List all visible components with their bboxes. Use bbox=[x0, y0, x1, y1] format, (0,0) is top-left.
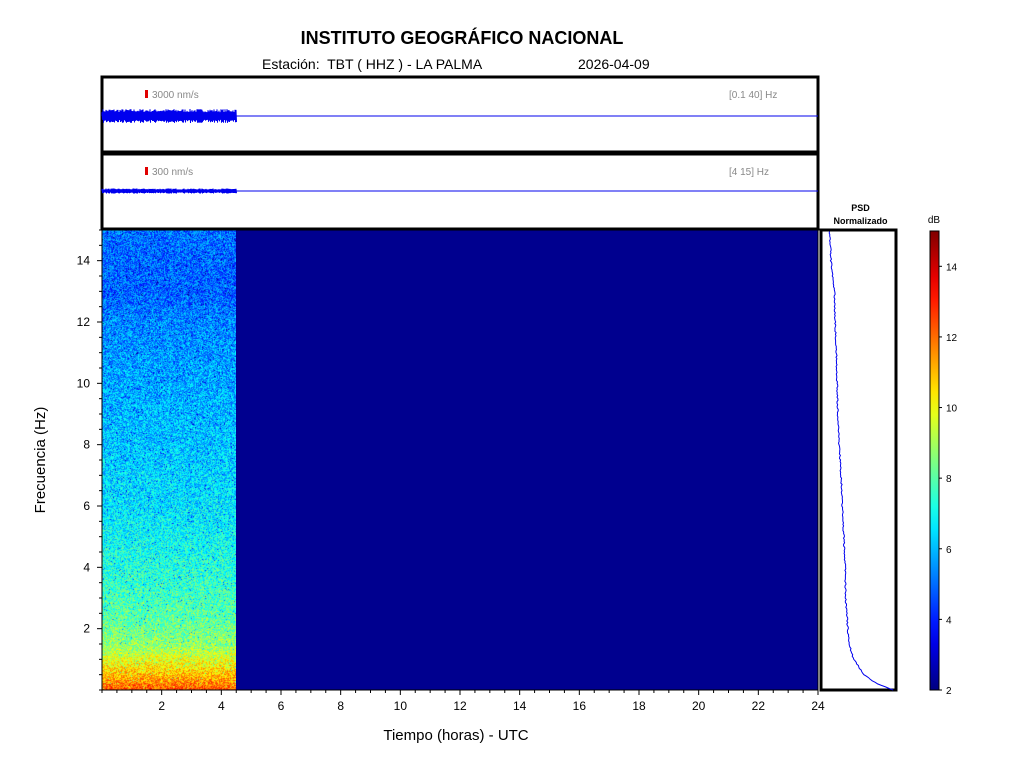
figure-title: INSTITUTO GEOGRÁFICO NACIONAL bbox=[300, 28, 624, 48]
colorbar-tick-label: 10 bbox=[946, 404, 958, 415]
seismogram-panel-1: 3000 nm/s [0.1 40] Hz bbox=[100, 75, 820, 154]
psd-title-line1: PSD bbox=[851, 203, 870, 213]
x-tick-label: 20 bbox=[692, 699, 706, 713]
colorbar-tick-label: 12 bbox=[946, 333, 958, 344]
x-tick-label: 16 bbox=[573, 699, 587, 713]
y-tick-label: 6 bbox=[83, 499, 90, 513]
colorbar-tick-label: 6 bbox=[946, 545, 952, 556]
seis2-filter-label: [4 15] Hz bbox=[729, 167, 769, 178]
colorbar-bar bbox=[929, 230, 940, 691]
y-tick-label: 2 bbox=[83, 622, 90, 636]
y-tick-label: 4 bbox=[83, 560, 90, 574]
seis1-trace-signal bbox=[101, 108, 237, 124]
colorbar-tick-label: 14 bbox=[946, 262, 958, 273]
seis1-scale-bar bbox=[145, 90, 148, 98]
y-axis-label: Frecuencia (Hz) bbox=[32, 407, 49, 514]
x-tick-label: 12 bbox=[453, 699, 467, 713]
x-tick-label: 18 bbox=[632, 699, 646, 713]
colorbar-tick-label: 2 bbox=[946, 686, 952, 697]
x-tick-label: 10 bbox=[394, 699, 408, 713]
x-tick-label: 14 bbox=[513, 699, 527, 713]
y-tick-label: 14 bbox=[77, 254, 91, 268]
seis2-scale-label: 300 nm/s bbox=[152, 167, 193, 178]
seis2-scale-bar bbox=[145, 167, 148, 175]
colorbar-tick-label: 4 bbox=[946, 615, 952, 626]
seismogram-panel-2: 300 nm/s [4 15] Hz bbox=[100, 152, 820, 231]
colorbar-tick-label: 8 bbox=[946, 474, 952, 485]
psd-curve bbox=[828, 231, 894, 691]
seis1-scale-label: 3000 nm/s bbox=[152, 90, 199, 101]
x-tick-label: 8 bbox=[337, 699, 344, 713]
colorbar-unit-label: dB bbox=[928, 215, 941, 226]
y-tick-label: 10 bbox=[77, 376, 91, 390]
date-label: 2026-04-09 bbox=[578, 56, 650, 72]
y-tick-label: 12 bbox=[77, 315, 91, 329]
psd-frame bbox=[819, 228, 898, 692]
station-label: Estación: TBT ( HHZ ) - LA PALMA bbox=[262, 56, 483, 72]
x-tick-label: 6 bbox=[278, 699, 285, 713]
x-tick-label: 4 bbox=[218, 699, 225, 713]
x-tick-label: 22 bbox=[752, 699, 766, 713]
seis1-filter-label: [0.1 40] Hz bbox=[729, 90, 777, 101]
psd-panel: PSD Normalizado bbox=[819, 203, 898, 692]
x-axis-label: Tiempo (horas) - UTC bbox=[383, 727, 528, 744]
colorbar-panel: dB 2 4 6 8 10 12 14 bbox=[928, 215, 958, 697]
spectrogram-data-image bbox=[102, 230, 236, 690]
x-tick-label: 24 bbox=[811, 699, 825, 713]
psd-title-line2: Normalizado bbox=[833, 216, 888, 226]
x-tick-label: 2 bbox=[158, 699, 165, 713]
y-tick-label: 8 bbox=[83, 438, 90, 452]
seis2-trace-signal bbox=[101, 188, 237, 194]
